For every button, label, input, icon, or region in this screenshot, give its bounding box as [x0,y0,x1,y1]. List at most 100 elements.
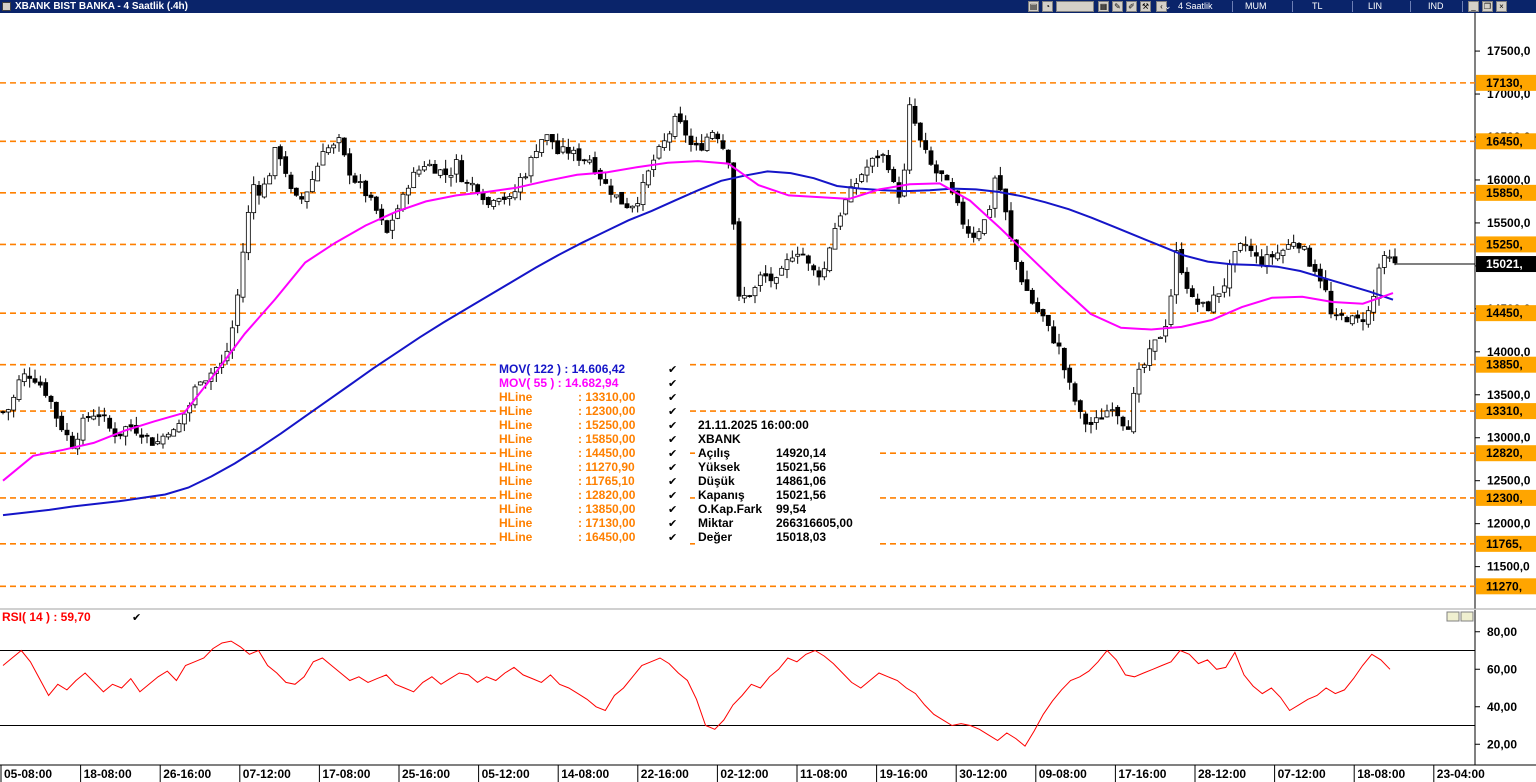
candle-body [395,208,401,219]
toolbar-clock-icon[interactable]: ◔ [1042,1,1053,12]
legend-check-icon[interactable]: ✔ [668,448,677,460]
legend-check-icon[interactable]: ✔ [668,476,677,488]
candle-body [528,156,534,177]
toolbar-dropdown[interactable] [1056,1,1094,12]
legend-hline-label: HLine [499,488,533,502]
candle-body [453,159,459,175]
hline-tag-group: 17130, 16450, 15850, 15250, 14450, 13850, 1331… [1476,74,1536,595]
info-row-label: O.Kap.Fark [698,502,762,516]
candle-body [1083,413,1089,425]
candle-body [267,175,273,185]
candle-body [1360,319,1366,323]
candle-body [368,194,374,198]
toolbar-chart-icon[interactable]: ▤ [1028,1,1039,12]
hline-tag-label: 11270, [1486,579,1522,593]
time-tick-label: 22-16:00 [641,767,689,781]
toolbar-separator [1410,1,1411,12]
candle-body [944,174,950,181]
candle-body [437,169,443,176]
toolbar-separator [1232,1,1233,12]
candle-body [1211,294,1217,313]
candle-body [699,143,705,151]
candle-body [832,228,838,250]
candle-body [1232,251,1238,265]
toolbar-arrow-icon[interactable]: ‹ [1156,1,1167,12]
info-row-value: 266316605,00 [776,516,853,530]
info-row-value: 15018,03 [776,530,826,544]
candle-body [1152,339,1158,352]
rsi-tick-label: 60,00 [1487,662,1517,676]
rsi-panel[interactable]: RSI( 14 ) : 59,70 ✔ 80,00 60,00 40,00 20,00 [0,610,1517,765]
legend-check-icon[interactable]: ✔ [668,434,677,446]
candle-body [245,211,251,254]
rsi-close-icon[interactable] [1460,611,1474,622]
candle-body [480,193,486,201]
legend-check-icon[interactable]: ✔ [668,462,677,474]
candle-body [1168,295,1174,325]
hline-tag [1476,403,1536,420]
time-tick-label: 17-08:00 [322,767,370,781]
candle-body [976,231,982,240]
candle-body [1013,239,1019,262]
candle-body [0,411,6,414]
candle-body [59,415,65,431]
hline-tag [1476,133,1536,150]
toolbar-tool-icon[interactable]: ⚒ [1140,1,1151,12]
legend-hline-label: HLine [499,432,533,446]
hline-tag [1476,535,1536,552]
candle-body [960,201,966,225]
legend-check-icon[interactable]: ✔ [668,392,677,404]
restore-button[interactable]: ❐ [1482,1,1493,12]
chart-style-selector[interactable]: MUM [1245,1,1267,11]
candle-body [240,251,246,298]
candle-body [144,434,150,437]
legend-check-icon[interactable]: ✔ [668,532,677,544]
candle-body [731,162,737,225]
scale-selector[interactable]: LIN [1368,1,1383,11]
legend-hline-value: : 13310,00 [578,390,636,404]
currency-selector[interactable]: TL [1312,1,1323,11]
candle-body [11,396,17,411]
chevron-down-icon[interactable]: ⌄ [1164,1,1172,11]
candle-body [85,416,91,419]
candle-body [907,104,913,171]
legend-hline-value: : 17130,00 [578,516,636,530]
legend-check-icon[interactable]: ✔ [668,406,677,418]
rsi-check-icon[interactable]: ✔ [132,612,141,624]
toolbar-pen-icon[interactable]: ✐ [1126,1,1137,12]
candle-body [352,175,358,183]
legend-check-icon[interactable]: ✔ [668,490,677,502]
candle-body [432,163,438,174]
legend-hline-value: : 15250,00 [578,418,636,432]
period-selector[interactable]: 4 Saatlik [1178,1,1213,11]
candle-body [21,373,27,383]
candle-body [1093,417,1099,423]
candle-group [0,97,1398,455]
minimize-button[interactable]: _ [1468,1,1479,12]
candle-body [1365,310,1371,325]
candle-body [379,208,385,221]
candle-body [411,171,417,189]
candle-body [485,196,491,206]
legend-hline-value: : 11270,90 [578,460,635,474]
toolbar-grid-icon[interactable]: ▦ [1098,1,1109,12]
app-icon [2,2,11,11]
candle-body [688,135,694,145]
candle-body [672,115,678,137]
toolbar-draw-icon[interactable]: ✎ [1112,1,1123,12]
candle-body [501,196,507,200]
legend-check-icon[interactable]: ✔ [668,364,677,376]
legend-check-icon[interactable]: ✔ [668,518,677,530]
rsi-expand-icon[interactable] [1446,611,1460,622]
candle-body [971,232,977,238]
legend-check-icon[interactable]: ✔ [668,378,677,390]
legend-check-icon[interactable]: ✔ [668,420,677,432]
legend-check-icon[interactable]: ✔ [668,504,677,516]
candle-body [1339,313,1345,316]
indicators-selector[interactable]: IND [1428,1,1444,11]
close-button[interactable]: × [1496,1,1507,12]
candle-body [1392,256,1398,264]
candle-body [283,156,289,174]
candle-body [1109,409,1115,412]
price-panel[interactable]: 17500,017000,016500,016000,015500,015000… [0,13,1536,609]
